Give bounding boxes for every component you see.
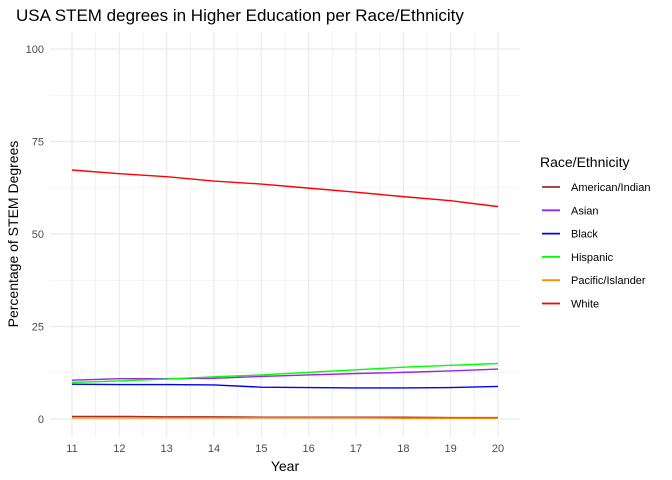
legend-label: White: [571, 299, 599, 311]
x-tick-label: 12: [113, 443, 125, 455]
series-line-hispanic: [71, 362, 499, 384]
x-tick-label: 15: [255, 443, 267, 455]
series-line-white: [71, 169, 499, 208]
x-tick-label: 17: [350, 443, 362, 455]
y-tick-label: 75: [32, 137, 44, 149]
x-tick-label: 13: [161, 443, 173, 455]
y-tick-label: 25: [32, 322, 44, 334]
series-line-black: [71, 383, 499, 389]
y-axis-label: Percentage of STEM Degrees: [5, 141, 21, 328]
x-tick-label: 11: [66, 443, 77, 455]
y-tick-label: 50: [32, 229, 44, 241]
chart-title: USA STEM degrees in Higher Education per…: [16, 6, 464, 25]
series-line-american-indian: [72, 415, 498, 419]
legend-label: Black: [571, 229, 598, 241]
legend-label: Asian: [571, 205, 599, 217]
x-tick-label: 18: [397, 443, 409, 455]
x-axis-label: Year: [271, 458, 300, 474]
x-tick-label: 16: [303, 443, 315, 455]
x-tick-label: 19: [445, 443, 457, 455]
y-tick-label: 0: [38, 414, 44, 426]
y-tick-label: 100: [26, 44, 44, 56]
legend-title: Race/Ethnicity: [540, 154, 629, 170]
legend-label: Pacific/Islander: [571, 275, 646, 287]
legend-label: American/Indian: [571, 182, 651, 194]
legend-label: Hispanic: [571, 252, 614, 264]
x-tick-label: 14: [208, 443, 220, 455]
series-line-asian: [71, 368, 499, 381]
x-tick-label: 20: [492, 443, 504, 455]
